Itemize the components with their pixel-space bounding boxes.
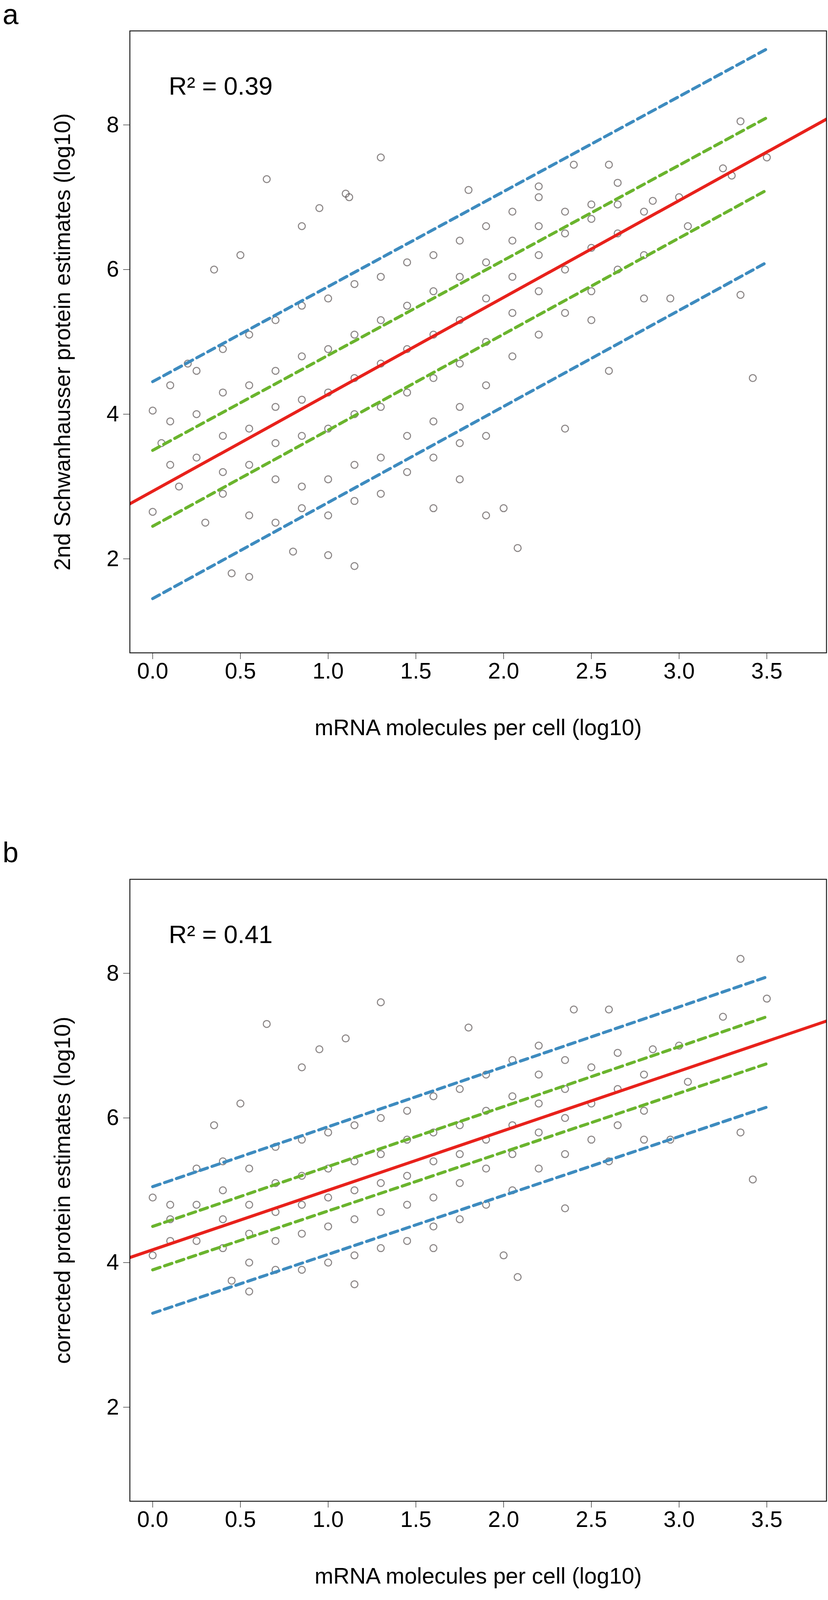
svg-text:0.5: 0.5 — [224, 1506, 256, 1532]
svg-text:2: 2 — [106, 1394, 120, 1420]
svg-text:2.0: 2.0 — [487, 658, 520, 684]
svg-text:1.5: 1.5 — [400, 658, 432, 684]
svg-text:4: 4 — [106, 1249, 120, 1275]
svg-text:2nd Schwanhausser protein esti: 2nd Schwanhausser protein estimates (log… — [49, 113, 75, 571]
svg-text:1.0: 1.0 — [312, 658, 344, 684]
svg-text:6: 6 — [106, 1104, 120, 1130]
svg-text:4: 4 — [106, 401, 120, 427]
svg-text:1.0: 1.0 — [312, 1506, 344, 1532]
svg-text:3.0: 3.0 — [663, 658, 695, 684]
svg-text:8: 8 — [106, 960, 120, 986]
svg-text:R² = 0.41: R² = 0.41 — [168, 920, 273, 949]
svg-text:corrected protein estimates (l: corrected protein estimates (log10) — [49, 1016, 75, 1364]
svg-text:3.5: 3.5 — [751, 1506, 783, 1532]
svg-text:R² = 0.39: R² = 0.39 — [168, 71, 273, 100]
svg-text:mRNA molecules per cell (log10: mRNA molecules per cell (log10) — [314, 1563, 642, 1589]
svg-text:0.0: 0.0 — [136, 1506, 169, 1532]
html-text:b: b — [2, 836, 19, 869]
svg-text:8: 8 — [106, 111, 120, 137]
svg-text:2.5: 2.5 — [575, 658, 607, 684]
svg-text:2: 2 — [106, 545, 120, 571]
svg-text:2.5: 2.5 — [575, 1506, 607, 1532]
svg-text:0.0: 0.0 — [136, 658, 169, 684]
svg-text:6: 6 — [106, 256, 120, 282]
svg-text:0.5: 0.5 — [224, 658, 256, 684]
svg-text:2.0: 2.0 — [487, 1506, 520, 1532]
svg-text:mRNA molecules per cell (log10: mRNA molecules per cell (log10) — [314, 714, 642, 740]
svg-text:3.5: 3.5 — [751, 658, 783, 684]
svg-text:1.5: 1.5 — [400, 1506, 432, 1532]
svg-text:3.0: 3.0 — [663, 1506, 695, 1532]
